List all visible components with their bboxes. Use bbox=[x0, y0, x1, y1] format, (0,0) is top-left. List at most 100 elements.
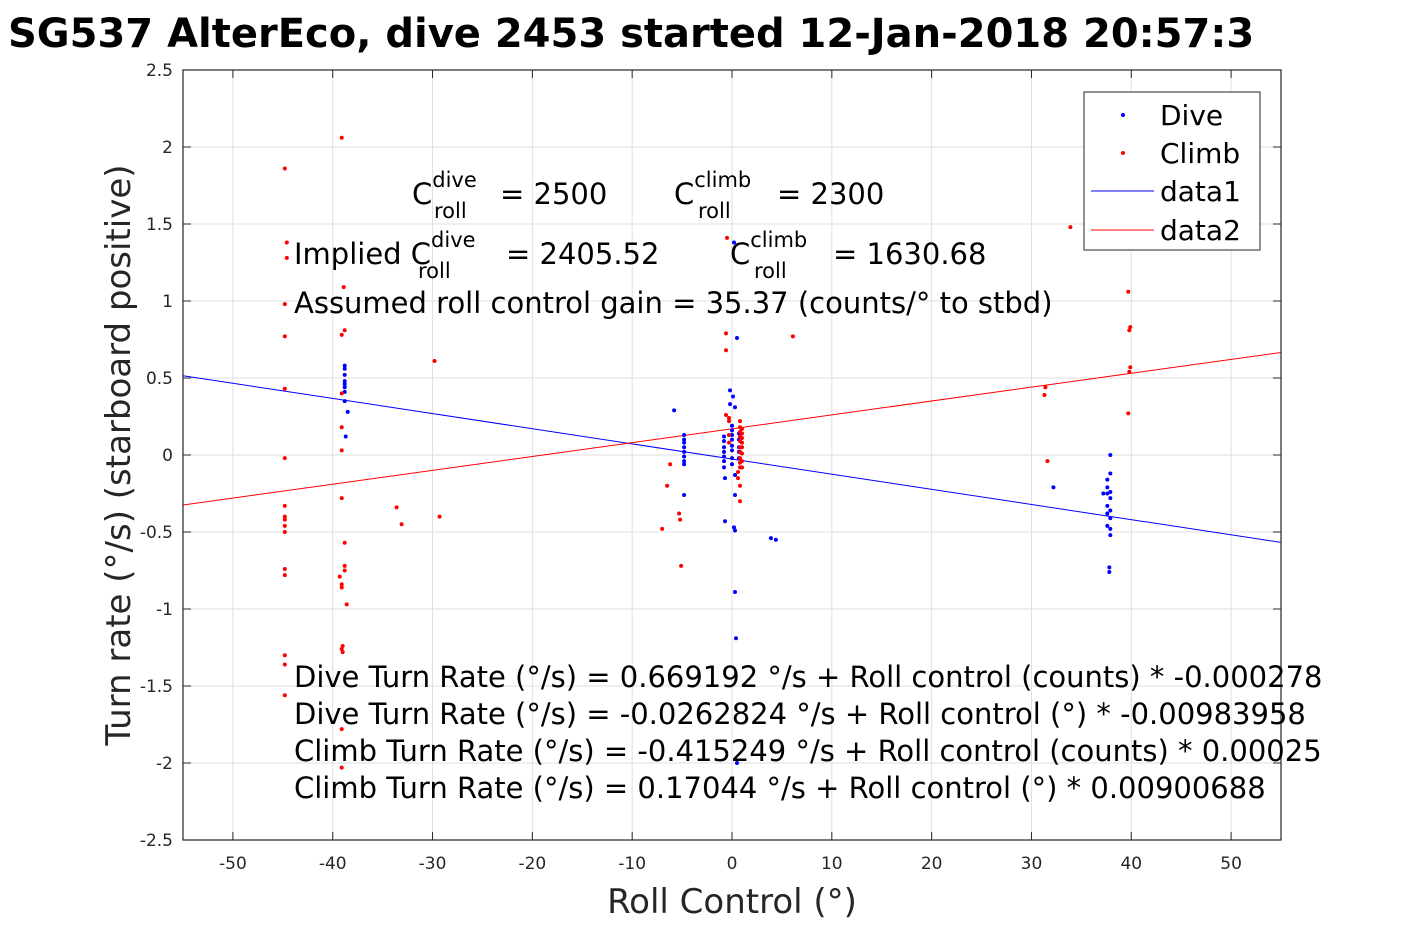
c-roll-dive-label: C bbox=[412, 177, 432, 211]
y-tick-label: -0.5 bbox=[140, 523, 173, 543]
climb-point bbox=[282, 530, 287, 534]
dive-point bbox=[342, 363, 347, 368]
c-roll-dive-sup: dive bbox=[432, 168, 477, 192]
climb-point bbox=[1126, 411, 1131, 416]
y-tick-label: 0 bbox=[162, 446, 173, 466]
dive-point bbox=[1108, 471, 1113, 476]
dive-point bbox=[722, 449, 727, 454]
implied-dive-sub: roll bbox=[418, 259, 451, 283]
dive-point bbox=[730, 428, 734, 433]
dive-point bbox=[730, 423, 734, 428]
dive-point bbox=[734, 761, 739, 765]
legend-climb-label: Climb bbox=[1160, 137, 1240, 170]
dive-point bbox=[730, 394, 735, 399]
fit-line-dive-degrees: Dive Turn Rate (°/s) = -0.0262824 °/s + … bbox=[294, 697, 1306, 731]
legend-data2-label: data2 bbox=[1160, 214, 1241, 247]
dive-point bbox=[682, 493, 687, 498]
climb-point bbox=[1042, 392, 1047, 397]
dive-point bbox=[722, 459, 727, 464]
climb-point bbox=[727, 432, 732, 437]
climb-point bbox=[282, 693, 287, 698]
climb-point bbox=[342, 328, 347, 333]
y-tick-label: -2.5 bbox=[140, 831, 173, 851]
climb-point bbox=[339, 585, 344, 590]
x-tick-label: 10 bbox=[821, 854, 843, 874]
climb-point bbox=[739, 436, 744, 441]
dive-point bbox=[722, 439, 727, 444]
y-tick-label: -2 bbox=[156, 754, 173, 774]
implied-prefix: Implied C bbox=[294, 237, 431, 271]
dive-point bbox=[730, 448, 734, 453]
x-tick-label: -40 bbox=[319, 854, 347, 874]
x-tick-label: -30 bbox=[419, 854, 447, 874]
climb-point bbox=[344, 602, 349, 607]
climb-point bbox=[737, 419, 742, 424]
dive-point bbox=[345, 409, 350, 414]
y-tick-label: 1.5 bbox=[146, 215, 173, 235]
climb-point bbox=[282, 334, 287, 339]
dive-point bbox=[733, 636, 738, 641]
implied-dive-value: = 2405.52 bbox=[506, 237, 659, 271]
climb-point bbox=[282, 302, 287, 307]
climb-point bbox=[739, 431, 744, 436]
x-tick-label: -50 bbox=[219, 854, 247, 874]
x-tick-label: 40 bbox=[1120, 854, 1142, 874]
svg-text:Implied Cdive: Implied Cdive bbox=[294, 228, 476, 271]
y-tick-label: 1 bbox=[162, 292, 173, 312]
c-roll-climb-sup: climb bbox=[694, 168, 751, 192]
dive-point bbox=[723, 476, 728, 481]
fit-line-dive-counts: Dive Turn Rate (°/s) = 0.669192 °/s + Ro… bbox=[294, 660, 1322, 694]
legend-data1-label: data1 bbox=[1160, 175, 1241, 208]
climb-point bbox=[679, 563, 684, 568]
dive-point bbox=[1108, 496, 1113, 501]
dive-point bbox=[728, 388, 733, 393]
dive-point bbox=[1051, 485, 1056, 490]
dive-point bbox=[1108, 526, 1113, 531]
dive-point bbox=[682, 440, 687, 445]
implied-climb-sub: roll bbox=[754, 259, 787, 283]
x-tick-label: -20 bbox=[518, 854, 546, 874]
climb-point bbox=[739, 426, 744, 431]
dive-point bbox=[722, 454, 727, 459]
c-roll-climb-value: = 2300 bbox=[777, 177, 884, 211]
climb-point bbox=[339, 727, 344, 732]
implied-climb-value: = 1630.68 bbox=[833, 237, 986, 271]
climb-point bbox=[282, 503, 287, 508]
climb-point bbox=[735, 469, 740, 474]
climb-point bbox=[724, 331, 729, 336]
dive-point bbox=[730, 462, 734, 467]
legend-box bbox=[1083, 91, 1261, 251]
dive-point bbox=[768, 536, 773, 541]
climb-point bbox=[1126, 289, 1131, 294]
dive-point bbox=[773, 537, 778, 542]
climb-point bbox=[337, 574, 342, 579]
dive-point bbox=[1101, 491, 1106, 496]
climb-point bbox=[339, 425, 344, 430]
dive-point bbox=[723, 519, 728, 524]
gain-annotation: Assumed roll control gain = 35.37 (count… bbox=[294, 286, 1053, 320]
dive-point bbox=[682, 462, 687, 467]
dive-point bbox=[342, 389, 347, 394]
dive-point bbox=[342, 385, 347, 390]
y-tick-label: -1.5 bbox=[140, 677, 173, 697]
climb-point bbox=[339, 647, 344, 652]
climb-point bbox=[339, 496, 344, 501]
dive-point bbox=[1105, 485, 1110, 490]
climb-point bbox=[282, 386, 287, 391]
c-roll-dive-sub: roll bbox=[434, 199, 467, 223]
dive-point bbox=[1108, 508, 1113, 513]
dive-point bbox=[722, 465, 727, 470]
dive-point bbox=[1107, 570, 1112, 575]
climb-point bbox=[725, 235, 730, 240]
dive-point bbox=[730, 432, 734, 437]
axis-ticks: -50 -40 -30 -20 -10 0 10 20 30 40 50-2.5-2-1.5-1-0… bbox=[140, 61, 1281, 874]
climb-point bbox=[1128, 365, 1133, 370]
climb-point bbox=[339, 448, 344, 453]
dive-point bbox=[722, 434, 727, 439]
dive-point bbox=[732, 528, 737, 533]
dive-point bbox=[731, 240, 736, 245]
implied-climb-sup: climb bbox=[750, 228, 807, 252]
dive-point bbox=[730, 456, 734, 461]
climb-point bbox=[790, 334, 795, 339]
climb-point bbox=[282, 166, 287, 171]
